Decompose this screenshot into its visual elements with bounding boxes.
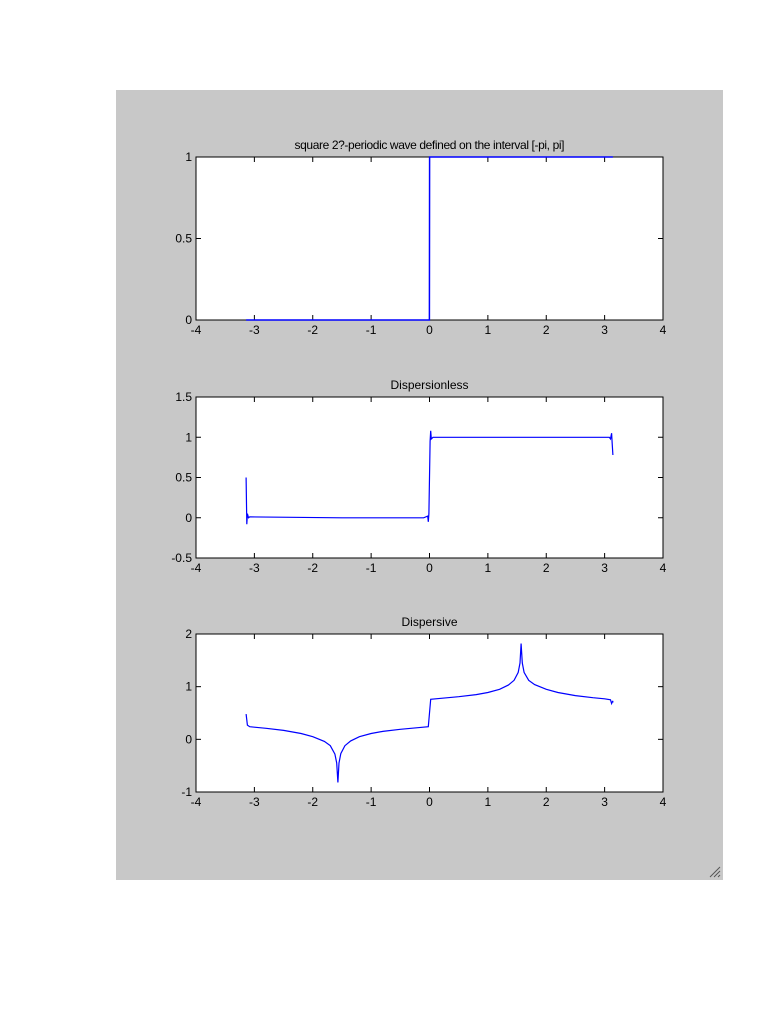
- y-tick-label: 1: [185, 150, 192, 164]
- x-tick-label: -1: [366, 323, 377, 337]
- x-tick-label: -1: [366, 795, 377, 809]
- x-tick-label: 3: [601, 561, 608, 575]
- series-line: [245, 430, 614, 525]
- x-tick-label: 4: [660, 795, 667, 809]
- x-tick-label: 3: [601, 795, 608, 809]
- x-tick-label: 0: [426, 795, 433, 809]
- y-tick-label: 1: [185, 430, 192, 444]
- x-tick-label: -3: [249, 561, 260, 575]
- y-tick-label: -1: [181, 785, 192, 799]
- plot-title: square 2?-periodic wave defined on the i…: [295, 138, 565, 152]
- y-tick-label: 0: [185, 511, 192, 525]
- x-tick-label: 2: [543, 323, 550, 337]
- x-tick-label: 2: [543, 795, 550, 809]
- y-tick-label: 1: [185, 680, 192, 694]
- x-tick-label: -4: [191, 323, 202, 337]
- x-tick-label: -3: [249, 323, 260, 337]
- y-tick-label: 0: [185, 732, 192, 746]
- figure-canvas: square 2?-periodic wave defined on the i…: [171, 138, 666, 809]
- resize-grip-icon[interactable]: [707, 864, 721, 878]
- x-tick-label: 0: [426, 323, 433, 337]
- y-tick-label: 0.5: [175, 232, 192, 246]
- x-tick-label: 1: [485, 561, 492, 575]
- subplot-dispersionless: Dispersionless -4 -3 -2 -1 0 1 2 3 4 -0.5 0 0.5 1 1.5: [171, 378, 666, 575]
- plot-title: Dispersionless: [390, 378, 468, 392]
- series-line: [246, 156, 613, 321]
- x-tick-label: 4: [660, 561, 667, 575]
- y-tick-label: 2: [185, 627, 192, 641]
- x-tick-label: -2: [307, 323, 318, 337]
- x-tick-label: -2: [307, 795, 318, 809]
- subplot-square-wave: square 2?-periodic wave defined on the i…: [175, 138, 666, 337]
- x-tick-label: 1: [485, 323, 492, 337]
- y-tick-label: 1.5: [175, 390, 192, 404]
- plot-title: Dispersive: [401, 615, 457, 629]
- series-line: [245, 643, 614, 783]
- x-tick-label: 1: [485, 795, 492, 809]
- x-tick-label: 2: [543, 561, 550, 575]
- x-tick-label: 0: [426, 561, 433, 575]
- x-tick-label: -4: [191, 561, 202, 575]
- x-tick-label: 3: [601, 323, 608, 337]
- x-tick-label: 4: [660, 323, 667, 337]
- y-tick-label: -0.5: [171, 551, 192, 565]
- x-tick-label: -2: [307, 561, 318, 575]
- y-tick-label: 0: [185, 313, 192, 327]
- x-tick-label: -3: [249, 795, 260, 809]
- x-tick-label: -4: [191, 795, 202, 809]
- subplot-dispersive: Dispersive -4 -3 -2 -1 0 1 2 3 4 -1 0 1 2: [181, 615, 666, 809]
- y-tick-label: 0.5: [175, 471, 192, 485]
- x-tick-label: -1: [366, 561, 377, 575]
- figure-window: square 2?-periodic wave defined on the i…: [116, 90, 723, 880]
